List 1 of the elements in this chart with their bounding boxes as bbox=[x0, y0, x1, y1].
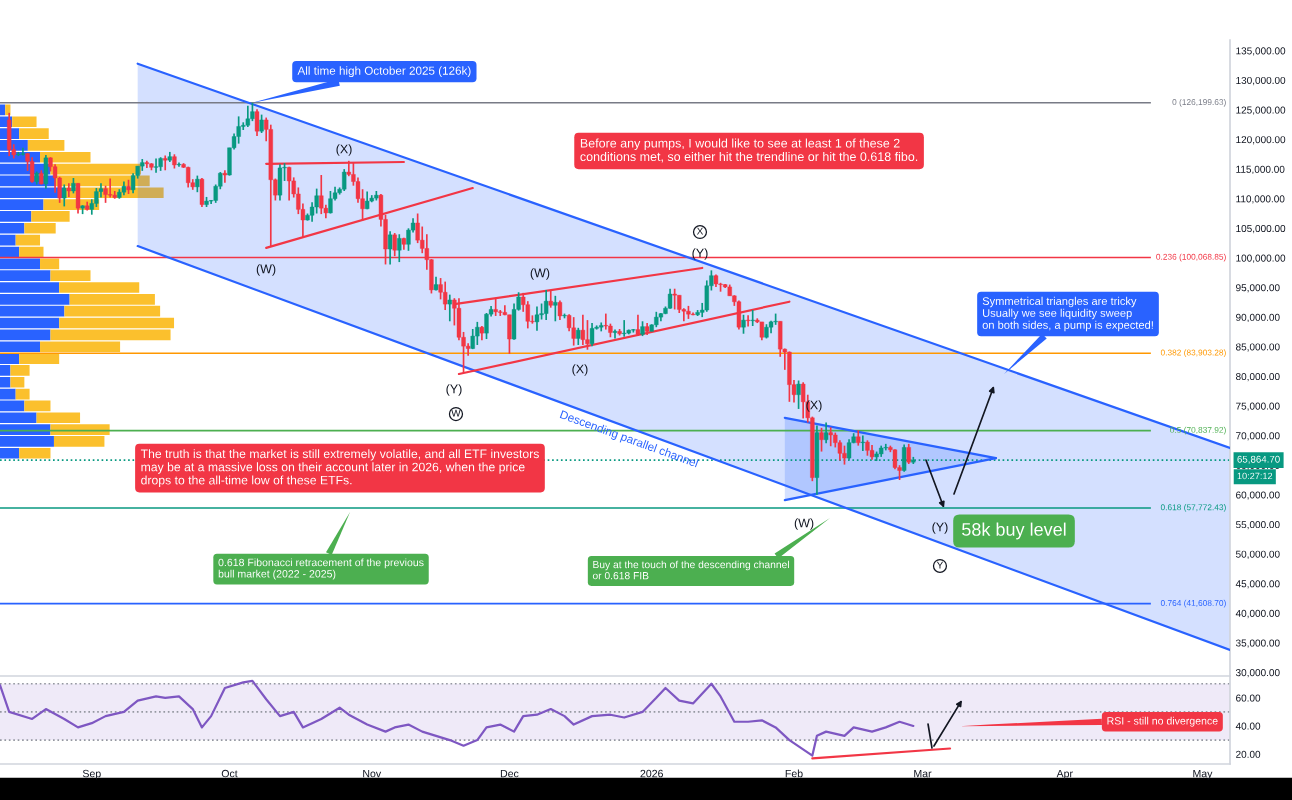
annotation: 58k buy level bbox=[962, 522, 1066, 540]
